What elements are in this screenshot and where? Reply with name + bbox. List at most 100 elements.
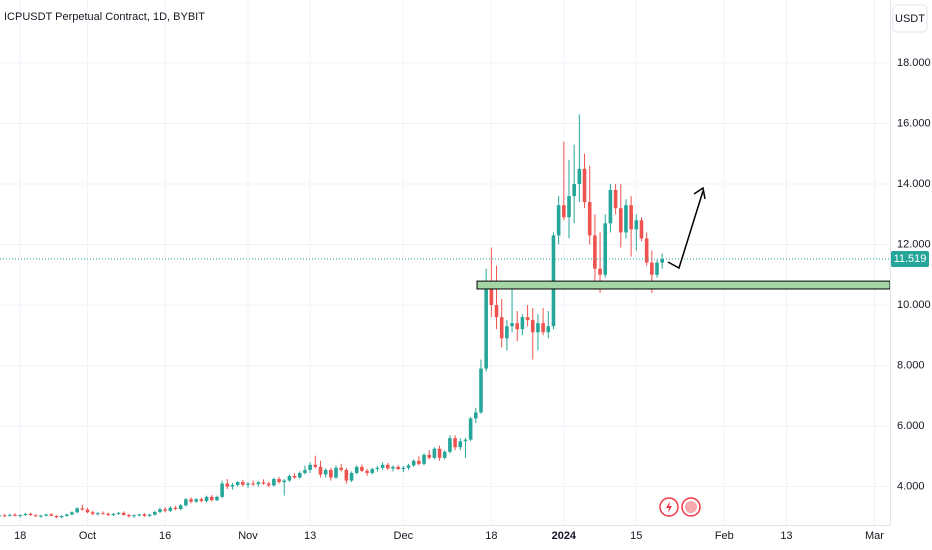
x-tick-label: 13 [304,530,316,542]
candle-body [194,499,199,502]
projection-arrow [667,190,704,270]
candle-body [220,483,224,497]
candle-body [173,507,178,509]
candle-body [453,438,457,448]
x-tick-label: 15 [630,530,642,542]
candle-body [235,482,240,486]
candle-body [556,205,561,236]
arrow-head [693,186,706,200]
candle-body [230,485,235,487]
candle-body [246,483,250,485]
candle-body [608,190,613,224]
candle-body [442,451,447,458]
candle-body [577,168,582,184]
candle-body [618,208,623,233]
candle-body [303,469,307,473]
candle-body [629,205,633,230]
candle-body [525,317,530,321]
candle-body [163,509,167,511]
candle-body [567,196,571,218]
candle-body [23,513,28,516]
candle-body [385,464,390,469]
candle-body [639,220,644,239]
candle-body [598,268,602,275]
candle-body [437,448,442,458]
currency-button[interactable] [892,4,928,33]
candle-body [8,514,12,516]
candle-body [215,496,219,501]
candle-body [380,464,385,468]
candle-body [370,469,375,473]
candle-body [147,514,152,516]
x-tick-label: 13 [780,530,792,542]
candle-body [28,513,33,516]
candle-body [287,475,292,481]
candle-body [515,323,520,330]
candle-body [39,515,43,517]
candle-body [417,460,421,464]
currency-label: USDT [895,13,925,25]
candle-body [209,496,214,501]
candle-body [644,238,649,263]
candle-body [80,508,85,510]
candle-body [323,469,328,475]
candle-body [313,464,318,467]
candle-body [199,499,204,502]
candle-body [603,223,608,275]
candle-body [489,280,494,306]
candle-body [375,467,380,470]
candle-body [541,323,545,333]
candle-body [0,515,2,517]
candle-body [634,220,639,230]
candle-body [329,469,333,478]
last-price-badge [891,251,929,268]
candle-body [494,305,499,318]
y-tick-label: 10.000 [897,299,931,311]
candle-body [49,514,54,516]
candle-body [137,514,142,516]
candle-body [484,280,488,369]
candle-body [536,323,540,333]
candle-body [499,317,504,339]
y-tick-label: 12.000 [897,238,931,250]
x-tick-label: 16 [159,530,171,542]
candle-body [251,483,255,485]
x-tick-label: 18 [485,530,497,542]
y-tick-label: 6.000 [897,420,925,432]
candle-body [572,183,576,197]
candle-body [505,326,509,339]
candle-body [582,168,587,203]
candle-body [127,515,131,517]
candle-body [624,205,628,233]
x-tick-label: Mar [865,530,884,542]
candle-body [406,465,411,468]
candle-body [479,368,483,413]
candle-body [241,482,245,485]
candle-body [613,190,618,209]
candle-body [64,514,69,516]
candle-body [178,505,183,509]
candle-body [121,512,126,516]
candle-body [339,467,343,470]
candle-body [546,326,551,333]
candle-body [401,467,406,470]
candle-body [189,499,193,502]
candle-body [116,512,121,514]
candle-body [158,509,162,512]
candle-body [168,507,173,511]
candle-body [106,513,111,516]
y-tick-label: 4.000 [897,480,925,492]
candle-body [530,320,535,333]
y-tick-label: 14.000 [897,178,931,190]
candle-body [365,470,369,473]
candle-body [85,509,90,513]
candle-body [432,448,437,458]
candle-body [391,466,395,469]
x-tick-label: Feb [715,530,734,542]
candle-body [272,479,276,486]
candle-body [650,262,654,275]
candle-body [334,467,338,478]
candle-body [308,464,312,470]
